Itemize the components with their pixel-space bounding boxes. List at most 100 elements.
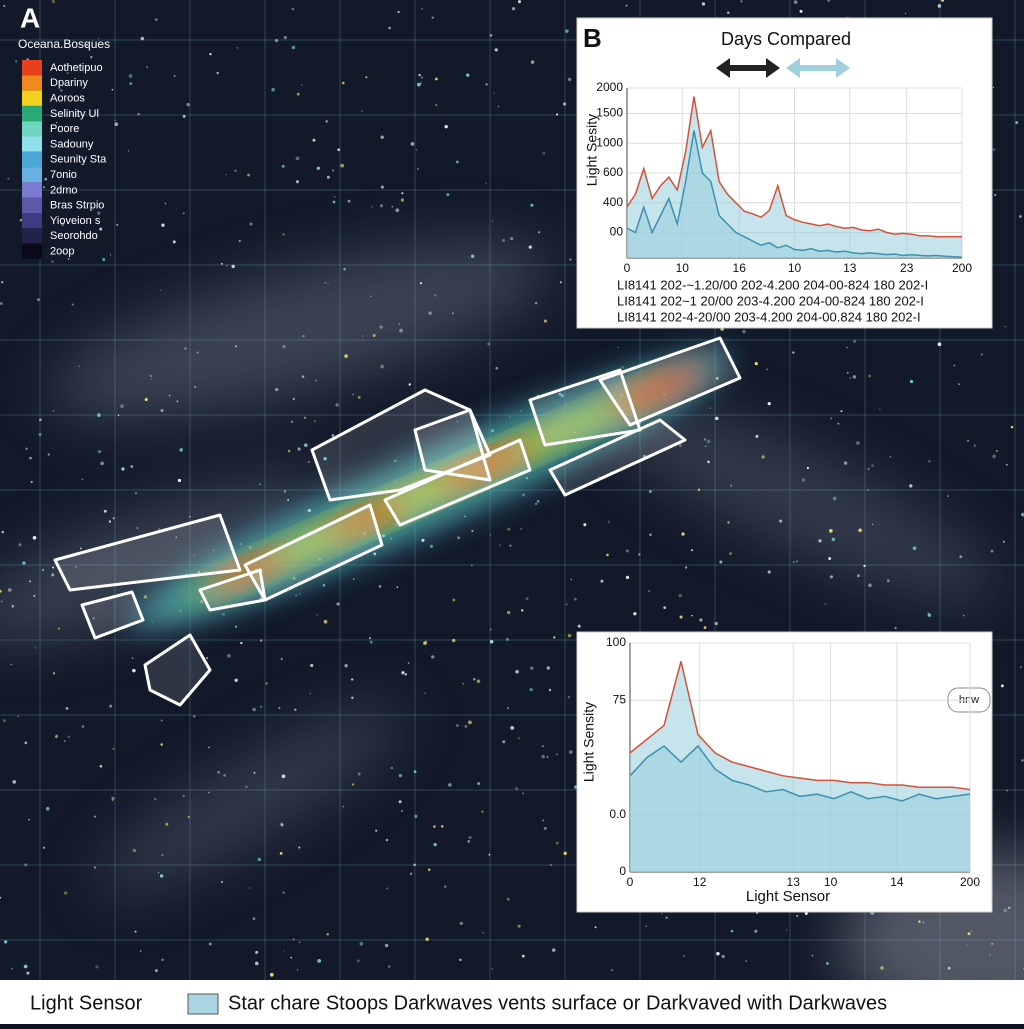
star — [334, 196, 336, 198]
star — [116, 223, 119, 227]
star — [29, 580, 31, 583]
star — [863, 564, 866, 568]
star — [11, 604, 15, 608]
star — [424, 692, 426, 694]
star — [280, 822, 284, 826]
star — [357, 395, 361, 399]
star — [476, 679, 481, 684]
star — [1019, 666, 1023, 669]
star — [818, 539, 822, 543]
star — [852, 375, 857, 379]
star — [477, 782, 481, 785]
star — [183, 212, 185, 215]
star — [1010, 425, 1014, 429]
star — [396, 586, 399, 588]
star — [296, 92, 300, 96]
star — [482, 931, 485, 934]
star — [216, 71, 219, 75]
star — [327, 282, 329, 284]
star — [494, 48, 498, 52]
star — [67, 257, 70, 260]
star — [176, 400, 179, 403]
star — [404, 673, 407, 676]
star — [867, 489, 870, 492]
star — [275, 388, 279, 392]
star — [52, 409, 55, 412]
star — [830, 417, 832, 419]
star — [530, 60, 535, 64]
star — [193, 554, 195, 556]
star — [509, 544, 512, 547]
x-tick-label: 10 — [788, 261, 802, 275]
chart-title: Days Compared — [721, 29, 851, 49]
star — [990, 549, 994, 553]
star — [172, 240, 176, 244]
star — [625, 4, 628, 7]
star — [456, 420, 459, 423]
star — [213, 549, 215, 551]
star — [33, 594, 36, 597]
star — [90, 55, 93, 59]
star — [34, 647, 36, 649]
legend-label: Bras Strpio — [50, 200, 104, 212]
star — [112, 517, 115, 520]
star — [413, 863, 416, 867]
star — [380, 364, 384, 369]
star — [303, 416, 306, 419]
star — [573, 597, 577, 601]
star — [419, 282, 423, 285]
star — [726, 11, 730, 15]
star — [994, 193, 997, 197]
star — [904, 12, 907, 15]
star — [909, 379, 914, 384]
star — [409, 872, 413, 876]
star — [665, 916, 668, 919]
star — [296, 969, 299, 971]
star — [414, 814, 418, 818]
star — [326, 175, 330, 179]
star — [468, 836, 472, 840]
star — [871, 464, 874, 467]
star — [386, 887, 389, 890]
star — [365, 76, 368, 79]
star — [1006, 789, 1008, 792]
star — [278, 706, 281, 709]
star — [257, 857, 262, 862]
star — [856, 441, 860, 445]
star — [617, 346, 619, 349]
star — [274, 38, 279, 43]
star — [491, 968, 493, 970]
star — [457, 536, 461, 540]
star — [314, 420, 316, 422]
legend-swatch — [22, 182, 42, 198]
star — [280, 657, 283, 661]
star — [252, 707, 256, 712]
star — [372, 334, 376, 337]
star — [829, 575, 833, 579]
star — [173, 75, 176, 78]
arrows — [716, 58, 850, 78]
star — [767, 570, 771, 574]
star — [401, 192, 404, 195]
star — [280, 823, 284, 827]
star — [137, 113, 140, 116]
star — [894, 626, 897, 630]
star — [690, 548, 694, 552]
star — [140, 36, 145, 41]
star — [583, 523, 587, 527]
star — [522, 792, 524, 795]
star — [132, 668, 136, 673]
star — [867, 467, 870, 471]
star — [209, 53, 212, 56]
star — [3, 4, 6, 8]
footer — [0, 980, 1024, 1024]
legend-label: 2oop — [50, 246, 74, 258]
star — [953, 364, 956, 367]
star — [80, 547, 82, 550]
star — [909, 484, 913, 488]
star — [546, 666, 550, 670]
star — [78, 365, 81, 368]
star — [121, 467, 125, 471]
star — [111, 88, 114, 91]
star — [828, 557, 832, 560]
